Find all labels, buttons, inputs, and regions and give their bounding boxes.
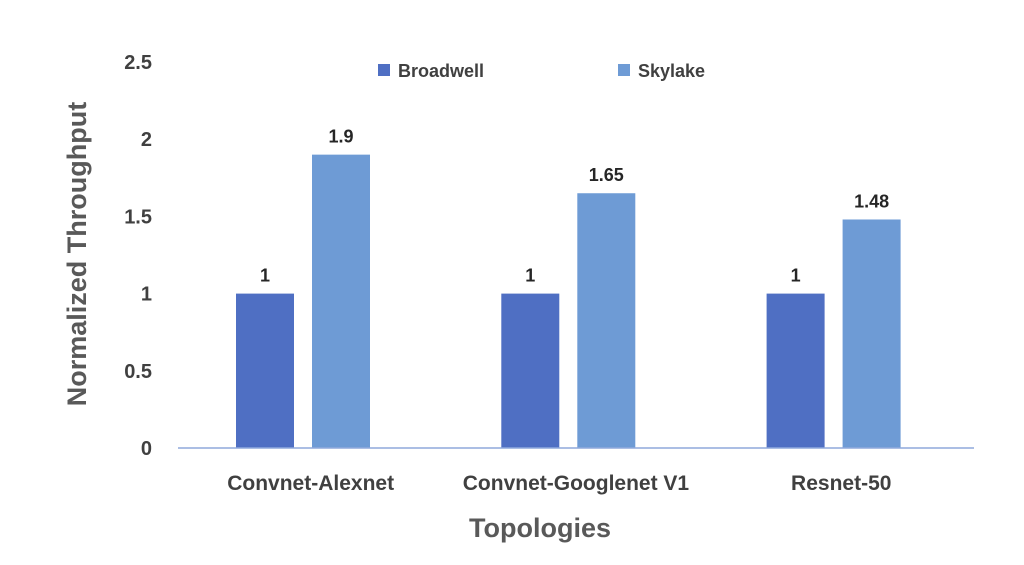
x-axis-title: Topologies: [469, 513, 611, 543]
data-label: 1.48: [854, 191, 889, 211]
bar-broadwell-1: [236, 293, 294, 448]
bar-skylake-2: [577, 193, 636, 448]
bar-skylake-3: [842, 219, 901, 448]
y-tick-label: 2: [141, 129, 152, 151]
y-axis-ticks: 0 0.5 1 1.5 2 2.5: [124, 52, 152, 460]
bar-broadwell-2: [501, 293, 560, 448]
bar-broadwell-3: [766, 293, 825, 448]
category-labels: Convnet-Alexnet Convnet-Googlenet V1 Resne…: [227, 472, 891, 495]
data-label: 1: [791, 266, 801, 286]
category-label: Convnet-Googlenet V1: [463, 472, 690, 495]
data-label: 1.9: [328, 127, 353, 147]
legend: Broadwell Skylake: [378, 61, 705, 81]
category-label: Resnet-50: [791, 472, 891, 495]
legend-label-skylake: Skylake: [638, 61, 705, 81]
data-labels: 1 1.9 1 1.65 1 1.48: [260, 127, 889, 286]
category-label: Convnet-Alexnet: [227, 472, 394, 495]
y-axis-title: Normalized Throughput: [62, 102, 92, 406]
y-tick-label: 0: [141, 438, 152, 460]
y-tick-label: 1.5: [124, 206, 152, 228]
bar-skylake-1: [312, 154, 370, 448]
data-label: 1: [260, 266, 270, 286]
data-label: 1.65: [589, 165, 624, 185]
bars: [236, 154, 901, 448]
legend-swatch-skylake: [618, 64, 630, 76]
y-tick-label: 1: [141, 284, 152, 306]
legend-label-broadwell: Broadwell: [398, 61, 484, 81]
legend-swatch-broadwell: [378, 64, 390, 76]
y-tick-label: 0.5: [124, 361, 152, 383]
y-tick-label: 2.5: [124, 52, 152, 74]
data-label: 1: [525, 266, 535, 286]
